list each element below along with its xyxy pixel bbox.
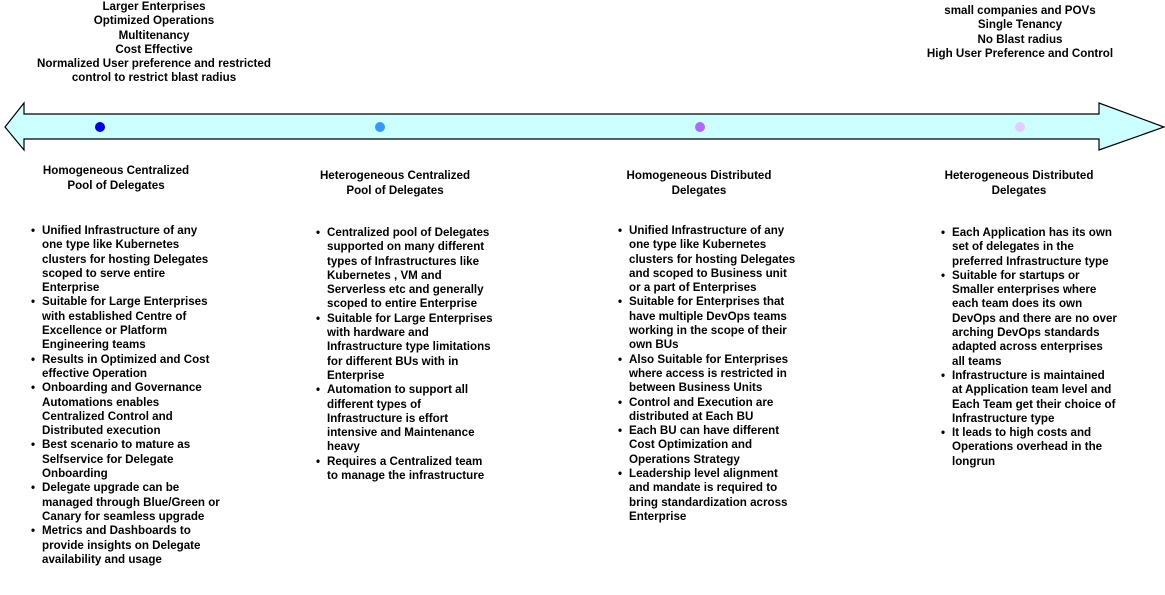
title-line: Homogeneous Distributed [626, 169, 772, 182]
timeline-dot-homogeneous-centralized [95, 122, 105, 132]
bullet-item: Leadership level alignment and mandate i… [618, 467, 799, 524]
bullet-item: Unified Infrastructure of any one type l… [618, 224, 799, 295]
timeline-dot-heterogeneous-distributed [1015, 122, 1025, 132]
note-line: Cost Effective [115, 42, 193, 56]
note-line: control to restrict blast radius [71, 71, 237, 85]
bullet-item: Automation to support all different type… [316, 383, 495, 454]
bullet-list-homogeneous-distributed: Unified Infrastructure of any one type l… [618, 224, 799, 524]
title-line: Delegates [671, 184, 727, 197]
bullet-item: Suitable for startups or Smaller enterpr… [941, 269, 1117, 369]
bullet-item: Best scenario to mature as Selfservice f… [31, 438, 220, 481]
note-line: High User Preference and Control [926, 46, 1114, 60]
column-title-homogeneous-centralized: Homogeneous Centralized Pool of Delegate… [16, 163, 216, 193]
note-line: Larger Enterprises [102, 0, 206, 13]
bullet-list-heterogeneous-distributed: Each Application has its own set of dele… [941, 226, 1117, 469]
title-line: Pool of Delegates [67, 179, 165, 192]
bullet-item: Onboarding and Governance Automations en… [31, 381, 220, 438]
timeline-dot-heterogeneous-centralized [375, 122, 385, 132]
bullet-item: Infrastructure is maintained at Applicat… [941, 369, 1117, 426]
double-arrow-shape [4, 101, 1165, 152]
bullet-item: Delegate upgrade can be managed through … [31, 481, 220, 524]
bullet-item: Suitable for Enterprises that have multi… [618, 295, 799, 352]
bullet-item: Centralized pool of Delegates supported … [316, 226, 495, 312]
timeline-arrow [4, 101, 1165, 152]
note-line: No Blast radius [977, 32, 1063, 46]
bullet-list-homogeneous-centralized: Unified Infrastructure of any one type l… [31, 224, 220, 567]
bullet-item: Also Suitable for Enterprises where acce… [618, 353, 799, 396]
column-title-heterogeneous-centralized: Heterogeneous Centralized Pool of Delega… [295, 168, 495, 198]
bullet-item: Suitable for Large Enterprises with esta… [31, 295, 220, 352]
bullet-item: Suitable for Large Enterprises with hard… [316, 312, 495, 383]
column-title-homogeneous-distributed: Homogeneous Distributed Delegates [599, 168, 799, 198]
bullet-list-heterogeneous-centralized: Centralized pool of Delegates supported … [316, 226, 495, 484]
bullet-item: Each BU can have different Cost Optimiza… [618, 424, 799, 467]
title-line: Heterogeneous Distributed [944, 169, 1094, 182]
title-line: Homogeneous Centralized [42, 164, 190, 177]
bullet-item: Each Application has its own set of dele… [941, 226, 1117, 269]
note-line: small companies and POVs [944, 4, 1096, 17]
note-line: Multitenancy [118, 28, 190, 42]
column-title-heterogeneous-distributed: Heterogeneous Distributed Delegates [919, 168, 1119, 198]
note-distributed-benefits: small companies and POVs Single Tenancy … [900, 4, 1140, 61]
title-line: Heterogeneous Centralized [319, 169, 471, 182]
title-line: Pool of Delegates [346, 184, 444, 197]
note-line: Optimized Operations [93, 14, 215, 28]
bullet-item: Metrics and Dashboards to provide insigh… [31, 524, 220, 567]
note-centralized-benefits: Larger Enterprises Optimized Operations … [14, 0, 294, 86]
bullet-item: Results in Optimized and Cost effective … [31, 353, 220, 382]
note-line: Normalized User preference and restricte… [37, 57, 271, 71]
timeline-dot-homogeneous-distributed [695, 122, 705, 132]
note-line: Single Tenancy [977, 18, 1063, 32]
bullet-item: It leads to high costs and Operations ov… [941, 426, 1117, 469]
bullet-item: Control and Execution are distributed at… [618, 396, 799, 425]
bullet-item: Requires a Centralized team to manage th… [316, 455, 495, 484]
title-line: Delegates [991, 184, 1047, 197]
bullet-item: Unified Infrastructure of any one type l… [31, 224, 220, 295]
